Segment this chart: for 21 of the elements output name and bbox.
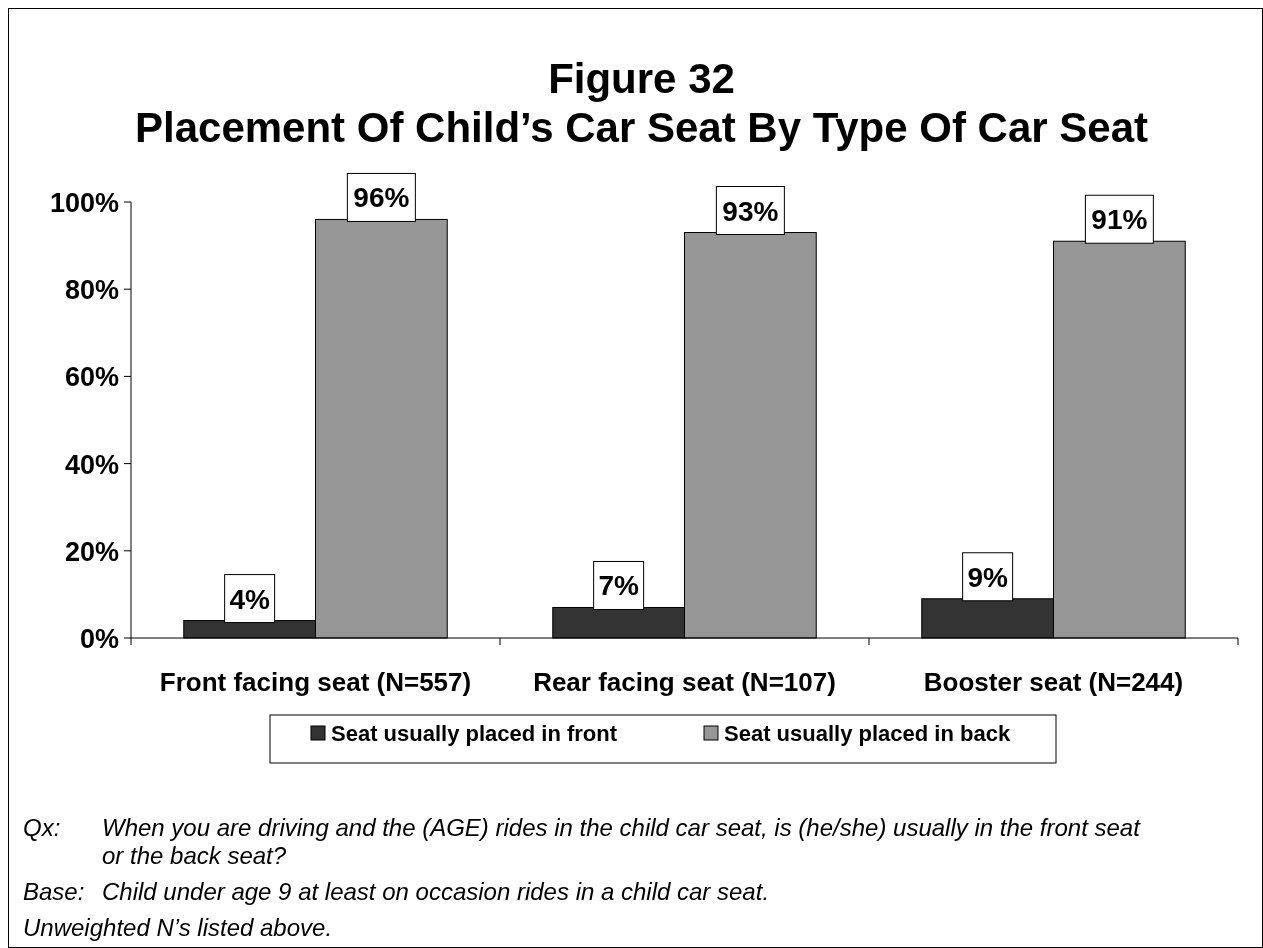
text: Base: Child under age 9 at least on occasion rides in a child car seat. xyxy=(23,878,770,905)
legend-label: Seat usually placed in back xyxy=(724,721,1011,746)
x-tick-label: Front facing seat (N=557) xyxy=(159,667,472,697)
data-label: 96% xyxy=(353,182,410,214)
data-label: 93% xyxy=(722,195,779,227)
chart-title: Figure 32 Placement Of Child’s Car Seat By Type Of Car Seat xyxy=(135,55,1148,151)
data-label: 4% xyxy=(229,583,270,615)
y-tick-label: 100% xyxy=(49,188,119,218)
y-tick-label: 0% xyxy=(79,624,119,654)
legend-label: Seat usually placed in front xyxy=(331,721,618,746)
data-label: 91% xyxy=(1091,204,1148,236)
text: Unweighted N’s listed above. xyxy=(23,914,333,941)
y-tick-label: 40% xyxy=(64,449,119,480)
y-tick-label: 80% xyxy=(64,275,119,306)
y-tick-label: 60% xyxy=(64,362,119,393)
data-label: 9% xyxy=(967,561,1008,593)
x-tick-label: Rear facing seat (N=107) xyxy=(533,667,836,697)
y-tick-label: 20% xyxy=(64,536,119,567)
x-tick-label: Booster seat (N=244) xyxy=(923,667,1184,697)
text: Qx: When you are driving and the (AGE) rides in the child car seat, is (he/she) usually in the front seat or the back seat? xyxy=(23,814,1140,869)
data-label: 7% xyxy=(598,570,639,602)
